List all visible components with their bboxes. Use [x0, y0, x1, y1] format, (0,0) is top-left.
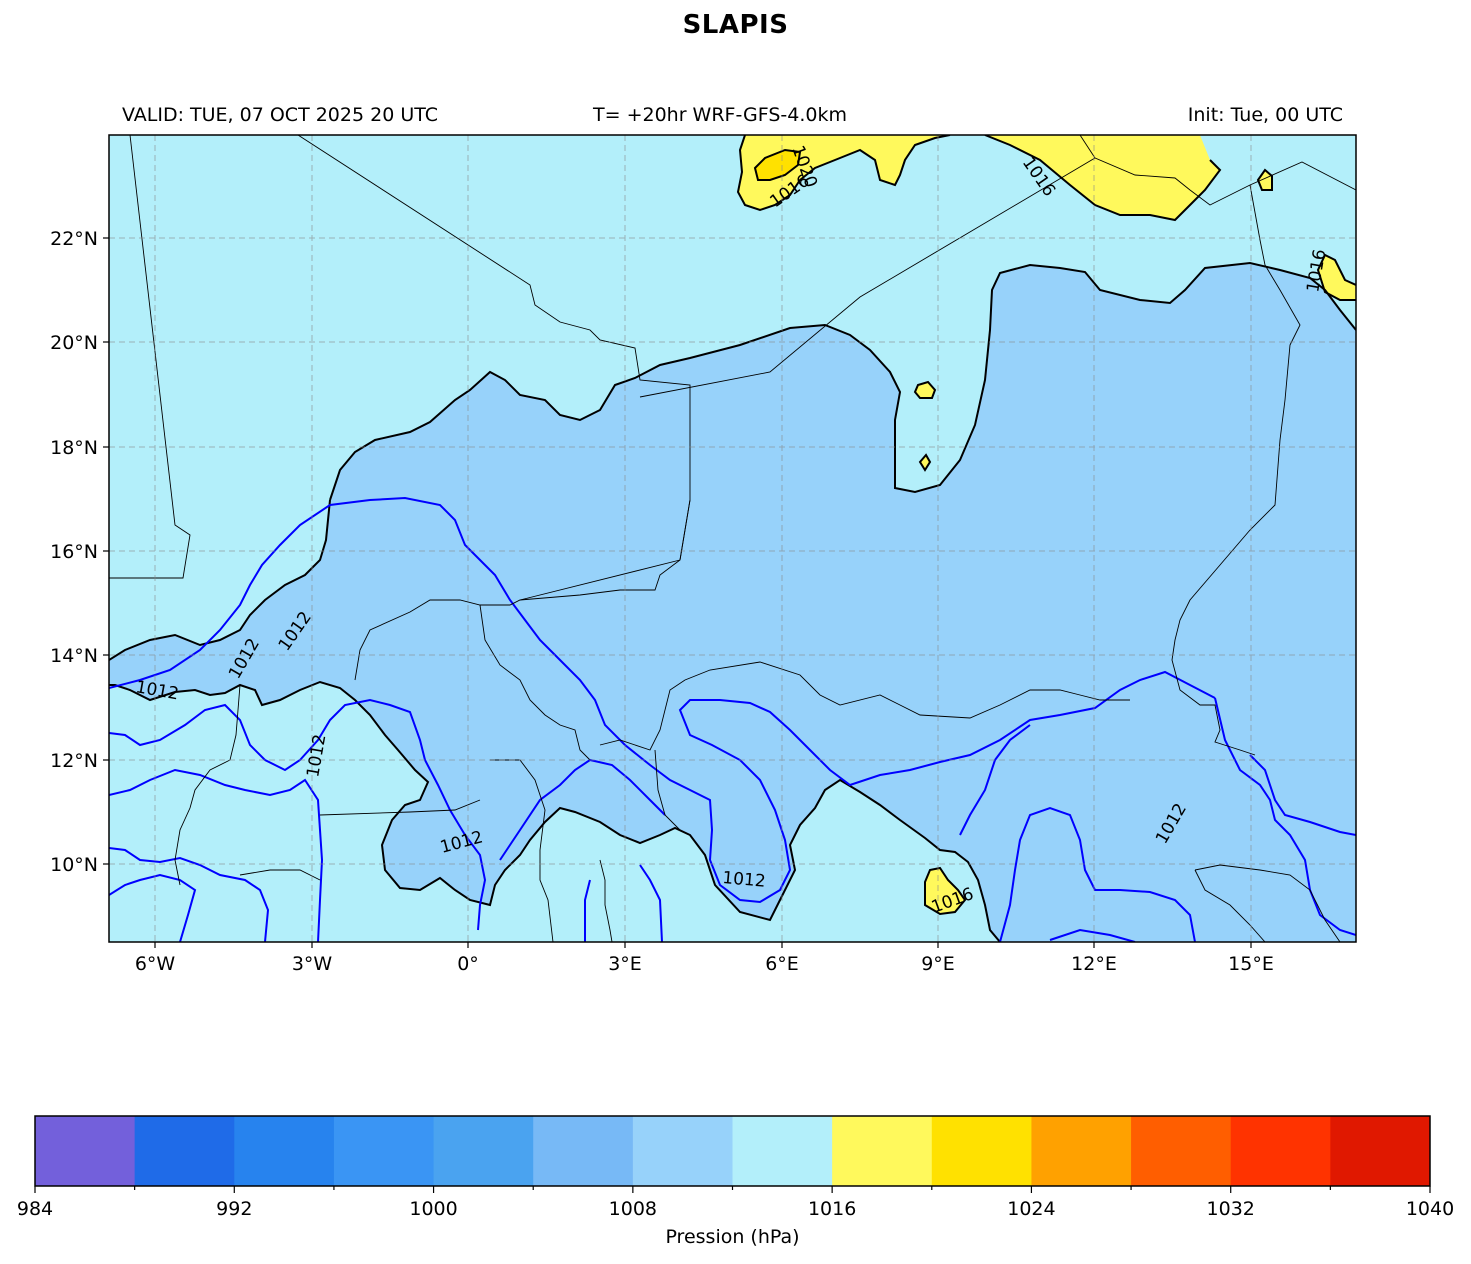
lon-tick-label: 3°E — [608, 953, 642, 975]
axis-ticks — [103, 237, 1252, 948]
isobar-1016-ne-spot — [1256, 168, 1273, 191]
chart-title: SLAPIS — [682, 10, 789, 40]
colorbar-tick-label: 1000 — [409, 1198, 458, 1220]
lon-tick-label: 15°E — [1228, 953, 1274, 975]
isobar-1012-main — [329, 261, 1356, 501]
country-borders — [109, 135, 1356, 942]
colorbar-tick-label: 1008 — [608, 1198, 658, 1220]
lon-tick-label: 0° — [457, 953, 479, 975]
isobar-blue-2 — [109, 698, 487, 931]
isobar-blue-9 — [959, 724, 1031, 836]
colorbar-segment — [931, 1116, 1032, 1186]
isobar-1016-south — [924, 866, 967, 916]
lon-tick-label: 12°E — [1071, 953, 1117, 975]
lat-tick-label: 22°N — [50, 228, 98, 250]
colorbar-tick-label: 1016 — [807, 1198, 857, 1220]
axis-tick-labels: 6°W 3°W 0° 3°E 6°E 9°E 12°E 15°E 22°N 20… — [50, 228, 1274, 975]
colorbar-segment — [35, 1116, 136, 1186]
isobar-1016-northeast — [984, 135, 1222, 222]
colorbar-segment — [433, 1116, 534, 1186]
pressure-band-1016-1020-south — [925, 868, 965, 914]
colorbar-tick-label: 1040 — [1405, 1198, 1455, 1220]
colorbar-tick-label: 992 — [216, 1198, 253, 1220]
lat-tick-label: 18°N — [50, 437, 98, 459]
isobar-blue-12 — [1249, 754, 1356, 836]
pressure-band-1016-1020-east — [1318, 255, 1356, 300]
isobar-blue-13 — [1049, 928, 1136, 942]
lat-tick-label: 16°N — [50, 541, 98, 563]
isobar-blue-8 — [639, 864, 663, 942]
pressure-band-1016-1020-northeast — [985, 135, 1220, 220]
colorbar-segment — [832, 1116, 933, 1186]
lon-tick-label: 3°W — [292, 953, 333, 975]
lat-tick-label: 20°N — [50, 332, 98, 354]
colorbar-segment — [1031, 1116, 1132, 1186]
valid-time-label: VALID: TUE, 07 OCT 2025 20 UTC — [122, 104, 438, 126]
colorbar-segment — [1230, 1116, 1331, 1186]
lon-tick-label: 6°E — [765, 953, 799, 975]
colorbar-tick-label: 984 — [16, 1198, 54, 1220]
lat-tick-label: 14°N — [50, 645, 98, 667]
isobar-blue-4 — [109, 847, 270, 942]
isobar-1012-south — [109, 680, 1001, 942]
isobar-blue-6 — [499, 758, 666, 861]
colorbar-segment — [333, 1116, 435, 1186]
lat-tick-label: 12°N — [50, 750, 98, 772]
isobar-1016-spot2 — [918, 453, 932, 472]
isobar-1016-north — [736, 135, 951, 212]
colorbar-segment — [134, 1116, 235, 1186]
isobar-blue-5 — [109, 873, 197, 942]
colorbar-segment — [1330, 1116, 1431, 1186]
colorbar — [35, 1116, 1431, 1186]
colorbar-segment — [533, 1116, 634, 1186]
init-time-label: Init: Tue, 00 UTC — [1187, 104, 1343, 126]
colorbar-tick-label: 1024 — [1007, 1198, 1056, 1220]
colorbar-segment — [1131, 1116, 1232, 1186]
isobar-1016-east — [1316, 253, 1356, 301]
isobar-blue-1 — [109, 496, 1216, 904]
isobar-1012-west — [109, 499, 331, 661]
colorbar-segment — [234, 1116, 335, 1186]
colorbar-ticks — [34, 1186, 1431, 1193]
lon-tick-label: 9°E — [921, 953, 955, 975]
pressure-band-1016-1020-spot1 — [915, 382, 935, 398]
lat-tick-label: 10°N — [50, 854, 98, 876]
map-frame — [108, 134, 1357, 943]
model-run-label: T= +20hr WRF-GFS-4.0km — [593, 104, 847, 126]
colorbar-title: Pression (hPa) — [665, 1226, 800, 1248]
gridlines — [109, 135, 1356, 942]
isobar-1016-spot1 — [913, 380, 937, 399]
colorbar-segment — [632, 1116, 733, 1186]
lon-tick-label: 6°W — [135, 953, 176, 975]
isobar-blue-7 — [584, 879, 591, 942]
map-fill-layer: 1020 1016 1016 1016 1016 1012 1012 1012 … — [109, 135, 1356, 942]
isobar-blue-10 — [999, 806, 1196, 942]
colorbar-tick-label: 1032 — [1206, 1198, 1255, 1220]
isobar-blue-3 — [109, 768, 324, 942]
contour-label: 1012 — [722, 868, 767, 892]
isobar-1020-north — [753, 148, 802, 181]
pressure-band-1008-1012 — [109, 263, 1356, 942]
colorbar-segment — [732, 1116, 833, 1186]
isobar-1012-black-layer — [109, 135, 1356, 942]
